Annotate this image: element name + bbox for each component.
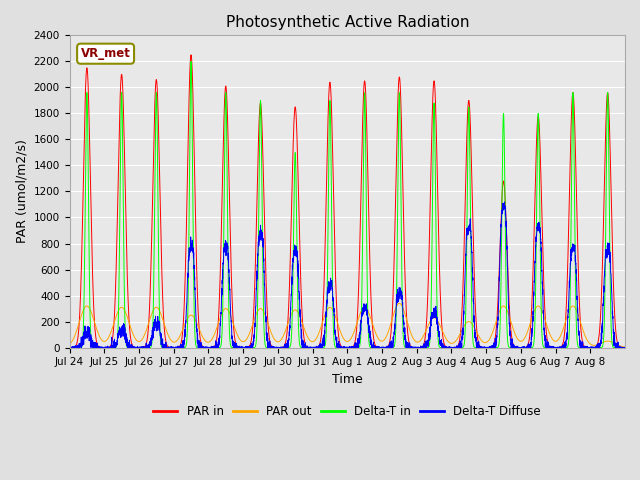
Delta-T Diffuse xyxy=(500,199,508,205)
PAR out xyxy=(66,342,74,348)
Delta-T Diffuse xyxy=(66,344,74,350)
PAR in xyxy=(621,345,629,350)
Text: VR_met: VR_met xyxy=(81,47,131,60)
Line: Delta-T Diffuse: Delta-T Diffuse xyxy=(70,202,625,348)
PAR out xyxy=(621,344,629,350)
Delta-T in xyxy=(181,345,189,350)
PAR in xyxy=(66,345,74,350)
Delta-T Diffuse xyxy=(398,289,406,295)
PAR out xyxy=(541,318,549,324)
Delta-T in xyxy=(398,264,406,269)
Delta-T in xyxy=(66,345,74,350)
Delta-T in xyxy=(541,345,549,350)
PAR in xyxy=(188,52,195,58)
Y-axis label: PAR (umol/m2/s): PAR (umol/m2/s) xyxy=(15,140,28,243)
Delta-T Diffuse xyxy=(621,345,629,350)
Delta-T in xyxy=(500,113,508,119)
PAR out xyxy=(181,322,189,327)
PAR out xyxy=(500,303,508,309)
PAR in xyxy=(527,319,535,324)
Delta-T Diffuse xyxy=(541,340,549,346)
Line: PAR out: PAR out xyxy=(70,303,625,347)
Delta-T in xyxy=(188,59,195,64)
Line: Delta-T in: Delta-T in xyxy=(70,61,625,348)
Delta-T in xyxy=(368,345,376,350)
PAR in xyxy=(500,179,508,184)
Delta-T Diffuse xyxy=(181,327,189,333)
Line: PAR in: PAR in xyxy=(70,55,625,348)
Delta-T in xyxy=(621,345,629,350)
PAR in xyxy=(368,315,376,321)
PAR in xyxy=(181,290,189,296)
PAR out xyxy=(396,300,403,306)
PAR out xyxy=(398,302,406,308)
Delta-T in xyxy=(527,345,535,350)
Delta-T Diffuse xyxy=(368,344,376,350)
Legend: PAR in, PAR out, Delta-T in, Delta-T Diffuse: PAR in, PAR out, Delta-T in, Delta-T Dif… xyxy=(148,400,546,423)
Delta-T Diffuse xyxy=(66,345,74,350)
Delta-T Diffuse xyxy=(527,341,535,347)
PAR in xyxy=(541,316,549,322)
Title: Photosynthetic Active Radiation: Photosynthetic Active Radiation xyxy=(225,15,469,30)
Delta-T Diffuse xyxy=(500,202,508,207)
PAR in xyxy=(398,130,406,136)
X-axis label: Time: Time xyxy=(332,373,363,386)
PAR out xyxy=(527,318,535,324)
PAR out xyxy=(368,319,376,324)
